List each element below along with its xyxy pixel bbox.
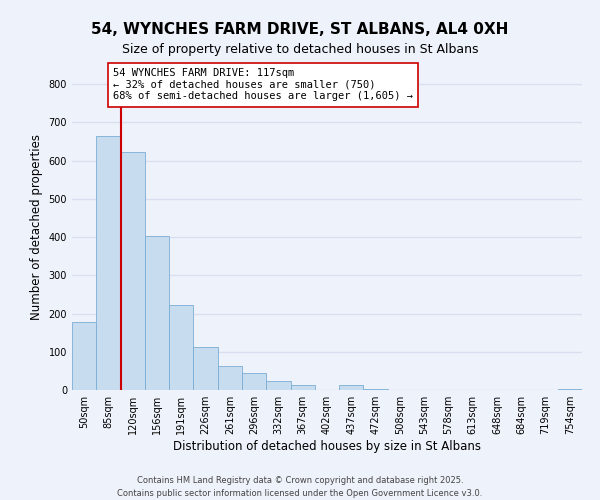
Bar [96, 136, 121, 390]
X-axis label: Distribution of detached houses by size in St Albans: Distribution of detached houses by size … [173, 440, 481, 453]
Bar [339, 385, 364, 390]
Bar [266, 381, 290, 390]
Bar [290, 386, 315, 390]
Text: Size of property relative to detached houses in St Albans: Size of property relative to detached ho… [122, 42, 478, 56]
Text: 54 WYNCHES FARM DRIVE: 117sqm
← 32% of detached houses are smaller (750)
68% of : 54 WYNCHES FARM DRIVE: 117sqm ← 32% of d… [113, 68, 413, 102]
Bar [193, 347, 218, 390]
Bar [242, 373, 266, 390]
Bar [558, 389, 582, 390]
Y-axis label: Number of detached properties: Number of detached properties [30, 134, 43, 320]
Text: 54, WYNCHES FARM DRIVE, ST ALBANS, AL4 0XH: 54, WYNCHES FARM DRIVE, ST ALBANS, AL4 0… [91, 22, 509, 38]
Bar [72, 322, 96, 390]
Bar [121, 152, 145, 390]
Text: Contains HM Land Registry data © Crown copyright and database right 2025.
Contai: Contains HM Land Registry data © Crown c… [118, 476, 482, 498]
Bar [364, 389, 388, 390]
Bar [169, 305, 193, 390]
Bar [145, 236, 169, 390]
Bar [218, 366, 242, 390]
